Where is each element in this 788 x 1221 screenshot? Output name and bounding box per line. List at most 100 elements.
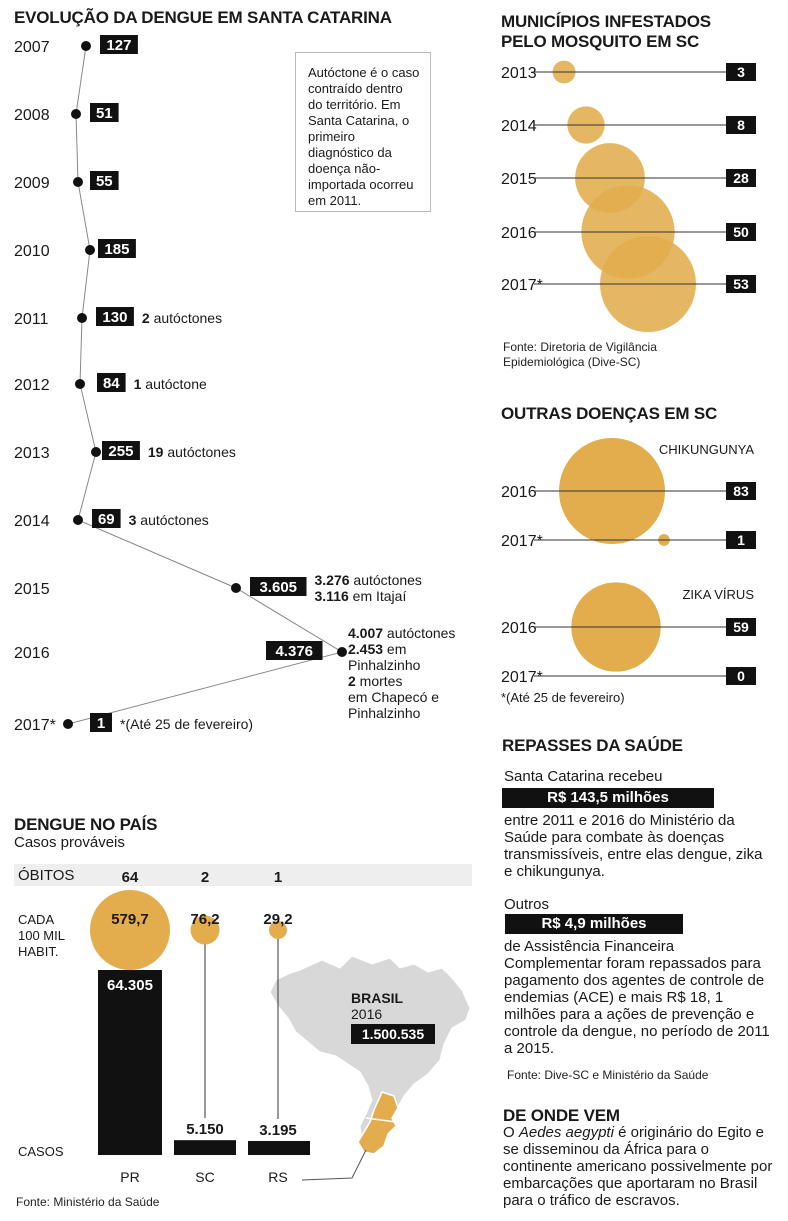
brasil-value: 1.500.535 (351, 1024, 435, 1044)
timeline-note-9-3: 2 mortes (348, 673, 402, 689)
outras-value-0-0: 83 (733, 483, 749, 499)
timeline-note-text: Pinhalzinho (348, 705, 421, 721)
casos-label: CASOS (18, 1144, 64, 1159)
timeline-value-9: 4.376 (275, 643, 313, 660)
obitos-value-0: 64 (122, 869, 139, 886)
per100k-label-line-3: HABIT. (18, 944, 59, 959)
outras-value-bg-1-0 (726, 618, 756, 636)
de-onde-vem-text: O Aedes aegypti é originário do Egito e … (503, 1124, 773, 1209)
timeline-value-10-bg (90, 713, 112, 732)
timeline-point-3 (85, 245, 95, 255)
timeline-value-5: 84 (103, 375, 120, 392)
dengue-pais-chart: 64 579,7 64.305 PR 2 76,2 5.150 SC 1 29,2 3.195 RS (90, 869, 471, 1185)
timeline-point-10 (63, 719, 73, 729)
outras-year-1-1: 2017* (501, 669, 543, 686)
timeline-value-7: 69 (98, 511, 115, 528)
timeline-note-9-5: Pinhalzinho (348, 705, 421, 721)
repasses-text-2: de Assistência Financeira Complementar f… (504, 938, 770, 1057)
repasses-amount-2: R$ 4,9 milhões (505, 914, 683, 934)
per100k-label-line-1: CADA (18, 912, 55, 927)
year-label-9: 2016 (14, 645, 50, 662)
obitos-label: ÓBITOS (18, 867, 75, 884)
brasil-year: 2016 (351, 1006, 383, 1022)
municipios-value-1: 8 (737, 117, 745, 133)
municipios-bubble-chart: 2013 3 2014 8 2015 28 2016 50 2017* 53 (501, 60, 756, 332)
timeline-note-text: autóctones (150, 310, 222, 326)
per100k-label-line-2: 100 MIL (18, 928, 65, 943)
outras-year-0-0: 2016 (501, 484, 537, 501)
per100k-label: CADA 100 MIL HABIT. (18, 912, 65, 960)
year-label-6: 2013 (14, 445, 50, 462)
repasses-source: Fonte: Dive-SC e Ministério da Saúde (507, 1068, 709, 1082)
municipios-title-line-1: MUNICÍPIOS INFESTADOS (501, 12, 711, 31)
timeline-point-7 (73, 515, 83, 525)
timeline-value-4-bg (96, 307, 134, 326)
year-label-5: 2012 (14, 377, 50, 394)
per100k-bubble-1 (190, 915, 220, 945)
municipios-title-line-2: PELO MOSQUITO EM SC (501, 32, 700, 51)
timeline-note-num: 3 (129, 512, 137, 528)
outras-doencas-bubble-chart: CHIKUNGUNYA 2016 83 2017* 1 ZIKA VÍRUS 2016 59 2… (501, 438, 756, 686)
outras-value-0-1: 1 (737, 532, 745, 548)
municipios-title: MUNICÍPIOS INFESTADOS PELO MOSQUITO EM S… (501, 12, 711, 52)
per100k-bubble-2 (269, 921, 287, 939)
timeline-point-6 (91, 447, 101, 457)
timeline-value-10: 1 (97, 715, 105, 732)
de-onde-vem-title: DE ONDE VEM (503, 1106, 620, 1125)
year-label-1: 2008 (14, 107, 50, 124)
timeline-note-num: 3.276 (315, 572, 350, 588)
casos-bar-2 (248, 1141, 310, 1155)
timeline-point-0 (81, 41, 91, 51)
pais-category-0: PR (120, 1169, 139, 1185)
timeline-point-1 (71, 109, 81, 119)
casos-value-1: 5.150 (186, 1121, 224, 1138)
year-label-7: 2014 (14, 513, 50, 530)
year-label-4: 2011 (14, 311, 49, 328)
outras-value-1-0: 59 (733, 619, 749, 635)
timeline-note-4-0: 2 autóctones (142, 310, 222, 326)
timeline-note-text: autóctones (136, 512, 208, 528)
timeline-value-2-bg (90, 171, 119, 190)
timeline-value-7-bg (92, 509, 121, 528)
timeline-value-2: 55 (96, 173, 113, 190)
timeline-note-8-0: 3.276 autóctones (315, 572, 422, 588)
municipios-value-bg-0 (726, 63, 756, 81)
municipios-year-3: 2016 (501, 225, 537, 242)
repasses-text-1: entre 2011 e 2016 do Ministério da Saúde… (504, 812, 763, 880)
outras-value-1-1: 0 (737, 668, 745, 684)
timeline-note-9-0: 4.007 autóctones (348, 625, 455, 641)
timeline-point-2 (73, 177, 83, 187)
south-pointer-line (301, 1149, 367, 1181)
per100k-bubble-0 (90, 890, 170, 970)
repasses-intro: Santa Catarina recebeu (504, 768, 663, 785)
pais-source: Fonte: Ministério da Saúde (16, 1195, 160, 1209)
dengue-timeline-chart: 2007 127 2008 51 2009 55 2010 185 2011 130 2 autóc… (14, 35, 455, 734)
timeline-value-1-bg (90, 103, 119, 122)
timeline-note-text: em (383, 641, 406, 657)
timeline-note-10-0: *(Até 25 de fevereiro) (120, 716, 253, 732)
timeline-note-9-4: em Chapecó e (348, 689, 439, 705)
per100k-label-2: 29,2 (263, 911, 292, 928)
outras-series-name-0: CHIKUNGUNYA (659, 442, 754, 457)
obitos-value-1: 2 (201, 869, 209, 886)
municipios-value-2: 28 (733, 170, 749, 186)
timeline-value-8-bg (250, 577, 307, 596)
timeline-note-text: autóctones (350, 572, 422, 588)
outras-footnote: *(Até 25 de fevereiro) (501, 690, 625, 705)
timeline-note-5-0: 1 autóctone (134, 376, 207, 392)
timeline-value-3-bg (98, 239, 136, 258)
repasses-amount-1: R$ 143,5 milhões (502, 788, 714, 808)
municipios-value-bg-1 (726, 116, 756, 134)
timeline-value-8: 3.605 (259, 579, 297, 596)
south-region-map (357, 1091, 399, 1155)
brasil-label-group: BRASIL 2016 (351, 990, 403, 1023)
repasses-intro-2: Outros (504, 896, 550, 913)
year-label-0: 2007 (14, 39, 50, 56)
municipios-year-4: 2017* (501, 277, 543, 294)
timeline-note-6-0: 19 autóctones (148, 444, 236, 460)
note-box-text: Autóctone é o caso contraído dentro do t… (308, 65, 420, 208)
obitos-value-2: 1 (274, 869, 282, 886)
timeline-note-text: autóctone (141, 376, 207, 392)
casos-bar-1 (174, 1140, 236, 1155)
timeline-note-num: 4.007 (348, 625, 383, 641)
